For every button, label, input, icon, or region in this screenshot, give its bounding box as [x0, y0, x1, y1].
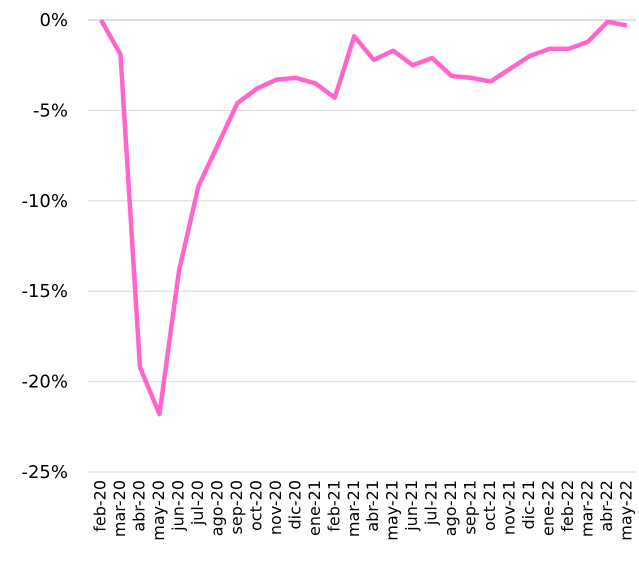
x-tick-label: nov-20	[266, 480, 285, 535]
x-tick-label: mar-21	[344, 480, 363, 537]
x-tick-label: may-20	[149, 480, 168, 541]
x-tick-label: mar-22	[578, 480, 597, 537]
y-tick-label: 0%	[39, 10, 68, 31]
x-tick-label: feb-22	[558, 480, 577, 532]
x-tick-label: jul-21	[422, 480, 441, 526]
y-tick-label: -15%	[21, 281, 68, 302]
x-tick-label: feb-20	[91, 480, 110, 532]
y-tick-label: -25%	[21, 462, 68, 483]
x-tick-label: oct-20	[246, 480, 265, 531]
x-tick-label: may-22	[617, 480, 636, 541]
x-tick-label: oct-21	[480, 480, 499, 531]
x-tick-label: ene-22	[539, 480, 558, 536]
x-tick-label: ene-21	[305, 480, 324, 536]
x-tick-label: mar-20	[110, 480, 129, 537]
x-tick-label: sep-20	[227, 480, 246, 534]
x-tick-label: ago-21	[441, 480, 460, 536]
x-tick-label: jun-21	[402, 480, 421, 532]
x-tick-label: jun-20	[168, 480, 187, 532]
x-tick-label: nov-21	[500, 480, 519, 535]
x-tick-label: abr-20	[129, 480, 148, 532]
line	[99, 18, 628, 417]
x-tick-label: dic-20	[285, 480, 304, 530]
x-tick-label: sep-21	[461, 480, 480, 534]
y-tick-label: -5%	[33, 100, 68, 121]
x-tick-label: may-21	[383, 480, 402, 541]
y-tick-label: -20%	[21, 372, 68, 393]
x-tick-label: feb-21	[324, 480, 343, 532]
x-tick-label: dic-21	[519, 480, 538, 530]
x-tick-label: abr-22	[597, 480, 616, 532]
x-tick-label: jul-20	[188, 480, 207, 526]
y-tick-label: -10%	[21, 191, 68, 212]
x-tick-label: abr-21	[363, 480, 382, 532]
x-tick-label: ago-20	[207, 480, 226, 536]
